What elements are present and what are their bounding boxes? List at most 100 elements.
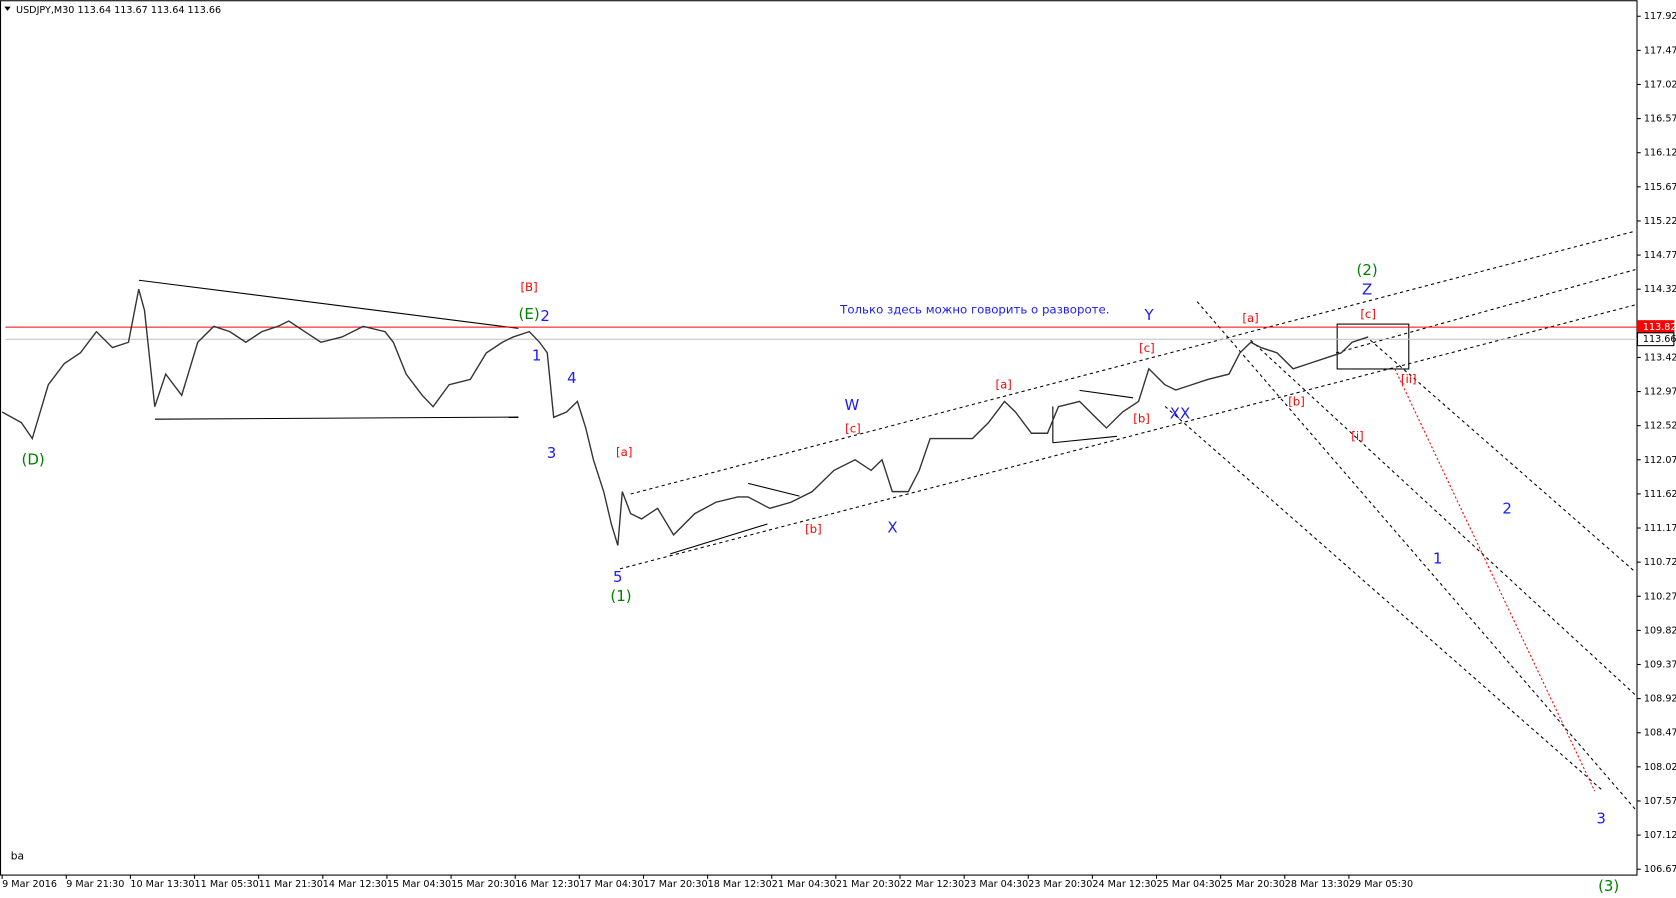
wave-label: [i] <box>1351 429 1363 443</box>
y-tick-label: 117.92 <box>1644 11 1676 22</box>
wave-label: (2) <box>1357 261 1378 279</box>
menu-arrow <box>4 6 11 11</box>
y-tick-label: 107.12 <box>1644 830 1676 841</box>
wave-label: Y <box>1143 306 1154 324</box>
plot-frame <box>0 0 1638 876</box>
red-projection <box>1394 368 1596 792</box>
x-tick-label: 29 Mar 05:30 <box>1349 879 1413 890</box>
chart-title: USDJPY,M30 113.64 113.67 113.64 113.66 <box>16 5 221 16</box>
triangle-line <box>748 482 800 497</box>
wave-label: [b] <box>805 522 822 536</box>
x-tick-label: 10 Mar 13:30 <box>130 879 194 890</box>
y-tick-label: 116.57 <box>1644 114 1676 125</box>
channel-line <box>1164 405 1604 792</box>
wave-label: 2 <box>540 307 550 325</box>
y-tick-label: 108.92 <box>1644 694 1676 705</box>
wave-label: (3) <box>1598 877 1619 894</box>
triangle-line <box>1079 389 1134 399</box>
x-tick-label: 21 Mar 20:30 <box>836 879 900 890</box>
corner-label: ba <box>11 849 24 862</box>
wave-label: (1) <box>610 587 631 605</box>
y-tick-label: 109.82 <box>1644 625 1676 636</box>
wave-label: [c] <box>845 421 861 435</box>
y-tick-label: 115.67 <box>1644 182 1676 193</box>
wave-label: X <box>887 519 897 537</box>
x-tick-label: 23 Mar 04:30 <box>964 879 1028 890</box>
y-tick-label: 114.77 <box>1644 250 1676 261</box>
price-label: 113.66 <box>1643 334 1676 345</box>
channel-line <box>1250 339 1636 696</box>
wave-label: (E) <box>519 305 540 323</box>
x-tick-label: 23 Mar 20:30 <box>1028 879 1092 890</box>
x-tick-label: 16 Mar 12:30 <box>515 879 579 890</box>
y-tick-label: 110.72 <box>1644 557 1676 568</box>
y-tick-label: 117.47 <box>1644 45 1676 56</box>
x-tick-label: 9 Mar 2016 <box>2 879 57 890</box>
y-tick-label: 112.52 <box>1644 421 1676 432</box>
wave-label: [b] <box>1133 412 1150 426</box>
wave-label: 2 <box>1502 499 1512 517</box>
wave-label: [a] <box>1242 311 1258 325</box>
wave-label: 1 <box>1433 550 1443 568</box>
y-tick-label: 112.97 <box>1644 387 1676 398</box>
wave-label: [ii] <box>1401 372 1417 386</box>
y-tick-label: 112.07 <box>1644 455 1676 466</box>
y-tick-label: 110.27 <box>1644 591 1676 602</box>
box <box>1336 323 1410 370</box>
wave-label: 1 <box>532 347 542 365</box>
x-tick-label: 24 Mar 12:30 <box>1092 879 1156 890</box>
y-tick-label: 115.22 <box>1644 216 1676 227</box>
wave-label: 3 <box>1596 809 1606 827</box>
channel-line <box>1196 301 1636 810</box>
y-tick-label: 111.17 <box>1644 523 1676 534</box>
y-tick-label: 117.02 <box>1644 79 1676 90</box>
x-tick-label: 14 Mar 12:30 <box>323 879 387 890</box>
x-tick-label: 25 Mar 20:30 <box>1221 879 1285 890</box>
wave-label: [a] <box>995 378 1011 392</box>
wave-label: [B] <box>520 280 537 294</box>
x-tick-label: 11 Mar 05:30 <box>195 879 259 890</box>
wave-label: W <box>844 396 859 414</box>
triangle-line <box>1052 435 1118 444</box>
x-tick-label: 17 Mar 04:30 <box>579 879 643 890</box>
y-tick-label: 108.02 <box>1644 762 1676 773</box>
wave-label: 4 <box>567 369 577 387</box>
y-tick-label: 108.47 <box>1644 728 1676 739</box>
wave-label: [b] <box>1288 395 1305 409</box>
x-tick-label: 22 Mar 12:30 <box>900 879 964 890</box>
x-tick-label: 18 Mar 12:30 <box>708 879 772 890</box>
triangle-bottom <box>154 416 519 420</box>
wave-label: Z <box>1362 280 1372 298</box>
x-tick-label: 17 Mar 20:30 <box>643 879 707 890</box>
y-tick-label: 116.12 <box>1644 148 1676 159</box>
x-tick-label: 28 Mar 13:30 <box>1285 879 1349 890</box>
wave-label: Только здесь можно говорить о развороте. <box>839 303 1109 317</box>
x-tick-label: 15 Mar 20:30 <box>451 879 515 890</box>
x-tick-label: 25 Mar 04:30 <box>1157 879 1221 890</box>
wave-label: [a] <box>616 445 632 459</box>
wave-label: 5 <box>613 568 623 586</box>
y-tick-label: 107.57 <box>1644 796 1676 807</box>
wave-label: [c] <box>1139 341 1155 355</box>
price-label: 113.82 <box>1643 322 1676 333</box>
x-tick-label: 15 Mar 04:30 <box>387 879 451 890</box>
triangle-top <box>138 279 519 329</box>
triangle-line <box>670 523 768 555</box>
channel-line <box>1369 339 1636 573</box>
wave-label: XX <box>1170 404 1190 422</box>
channel-line <box>619 304 1636 570</box>
y-tick-label: 114.32 <box>1644 284 1676 295</box>
x-tick-label: 21 Mar 04:30 <box>772 879 836 890</box>
x-tick-label: 11 Mar 21:30 <box>259 879 323 890</box>
y-tick-label: 106.67 <box>1644 864 1676 875</box>
x-tick-label: 9 Mar 21:30 <box>66 879 124 890</box>
price-line-series <box>1 289 1369 546</box>
y-tick-label: 111.62 <box>1644 489 1676 500</box>
wave-label: [c] <box>1360 307 1376 321</box>
y-tick-label: 109.37 <box>1644 659 1676 670</box>
wave-label: 3 <box>547 444 557 462</box>
wave-label: (D) <box>22 450 45 468</box>
y-tick-label: 113.42 <box>1644 352 1676 363</box>
